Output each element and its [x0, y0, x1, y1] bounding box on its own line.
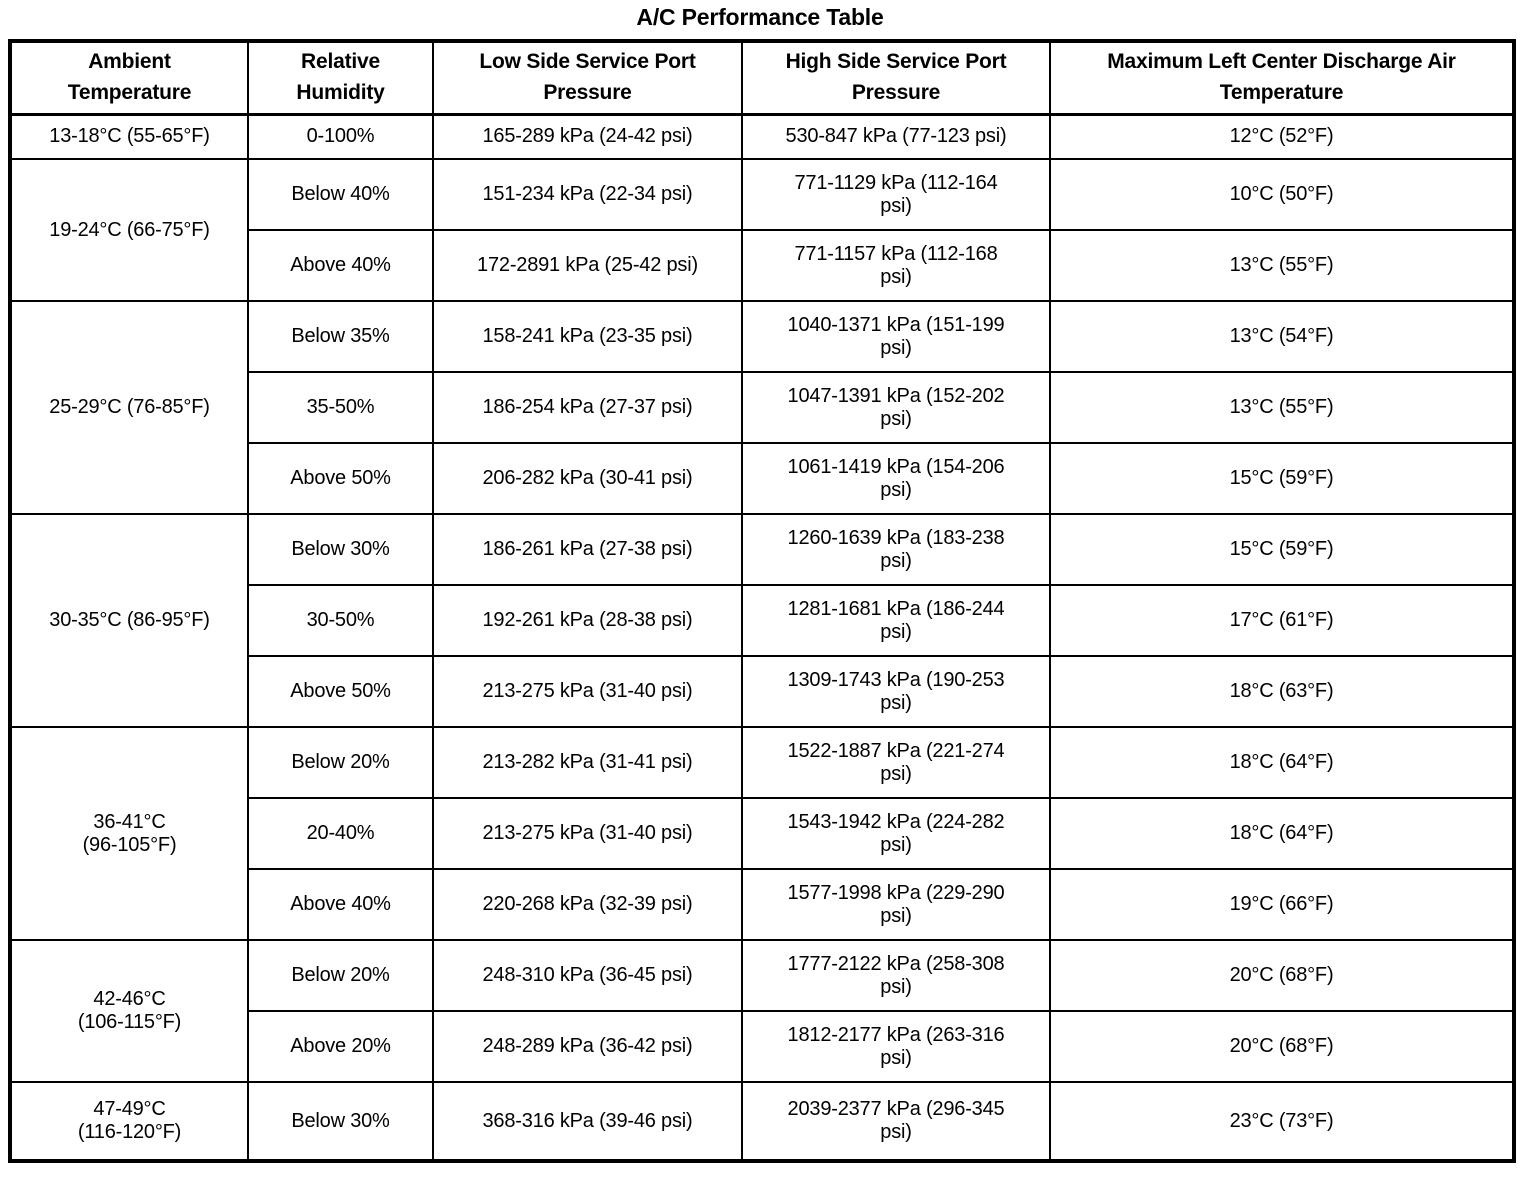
high-pressure-cell: 1260-1639 kPa (183-238 psi) — [741, 513, 1051, 586]
high-pressure-cell: 1281-1681 kPa (186-244 psi) — [741, 584, 1051, 657]
discharge-temp-cell: 15°C (59°F) — [1049, 513, 1515, 586]
low-pressure-cell: 213-275 kPa (31-40 psi) — [432, 797, 743, 870]
col-header-low-side-pressure: Low Side Service Port Pressure — [432, 40, 743, 116]
discharge-temp-cell: 15°C (59°F) — [1049, 442, 1515, 515]
header-row: Ambient Temperature Relative Humidity Lo… — [9, 40, 1515, 116]
table-row: 19-24°C (66-75°F) Below 40% 151-234 kPa … — [9, 158, 1515, 302]
col-header-high-side-pressure: High Side Service Port Pressure — [741, 40, 1051, 116]
high-pressure-cell: 1522-1887 kPa (221-274 psi) — [741, 726, 1051, 799]
high-pressure-cell: 1061-1419 kPa (154-206 psi) — [741, 442, 1051, 515]
table-row: 13-18°C (55-65°F) 0-100% 165-289 kPa (24… — [9, 113, 1515, 160]
col-header-discharge-air-temperature: Maximum Left Center Discharge Air Temper… — [1049, 40, 1515, 116]
discharge-temp-cell: 23°C (73°F) — [1049, 1081, 1515, 1162]
humidity-cell: Above 40% — [247, 868, 434, 941]
discharge-temp-cell: 19°C (66°F) — [1049, 868, 1515, 941]
high-pressure-cell: 530-847 kPa (77-123 psi) — [741, 113, 1051, 160]
table-row: 35-50% 186-254 kPa (27-37 psi) 1047-1391… — [10, 371, 1515, 444]
humidity-cell: 35-50% — [247, 371, 434, 444]
high-pressure-cell: 1543-1942 kPa (224-282 psi) — [741, 797, 1051, 870]
high-pressure-cell: 1047-1391 kPa (152-202 psi) — [741, 371, 1051, 444]
discharge-temp-cell: 18°C (64°F) — [1049, 726, 1515, 799]
humidity-cell: Above 40% — [247, 229, 434, 302]
low-pressure-cell: 151-234 kPa (22-34 psi) — [432, 158, 743, 231]
discharge-temp-cell: 17°C (61°F) — [1049, 584, 1515, 657]
table-row: 42-46°C (106-115°F) Below 20% 248-310 kP… — [9, 939, 1515, 1083]
discharge-temp-cell: 13°C (55°F) — [1049, 371, 1515, 444]
ac-performance-table: Ambient Temperature Relative Humidity Lo… — [8, 39, 1516, 1163]
discharge-temp-cell: 18°C (64°F) — [1049, 797, 1515, 870]
table-row: Above 20% 248-289 kPa (36-42 psi) 1812-2… — [10, 1010, 1515, 1083]
table-row: 47-49°C (116-120°F) Below 30% 368-316 kP… — [9, 1081, 1515, 1162]
table-row: 20-40% 213-275 kPa (31-40 psi) 1543-1942… — [10, 797, 1515, 870]
low-pressure-cell: 213-275 kPa (31-40 psi) — [432, 655, 743, 728]
discharge-temp-cell: 13°C (54°F) — [1049, 300, 1515, 373]
humidity-cell: Above 20% — [247, 1010, 434, 1083]
table-row: Above 50% 213-275 kPa (31-40 psi) 1309-1… — [10, 655, 1515, 728]
high-pressure-cell: 771-1129 kPa (112-164 psi) — [741, 158, 1051, 231]
high-pressure-cell: 2039-2377 kPa (296-345 psi) — [741, 1081, 1051, 1162]
high-pressure-cell: 771-1157 kPa (112-168 psi) — [741, 229, 1051, 302]
high-pressure-cell: 1577-1998 kPa (229-290 psi) — [741, 868, 1051, 941]
discharge-temp-cell: 12°C (52°F) — [1049, 113, 1515, 160]
low-pressure-cell: 186-261 kPa (27-38 psi) — [432, 513, 743, 586]
low-pressure-cell: 172-2891 kPa (25-42 psi) — [432, 229, 743, 302]
ambient-cell: 13-18°C (55-65°F) — [9, 113, 249, 160]
high-pressure-cell: 1309-1743 kPa (190-253 psi) — [741, 655, 1051, 728]
ambient-cell: 25-29°C (76-85°F) — [9, 300, 249, 515]
humidity-cell: 20-40% — [247, 797, 434, 870]
discharge-temp-cell: 13°C (55°F) — [1049, 229, 1515, 302]
low-pressure-cell: 368-316 kPa (39-46 psi) — [432, 1081, 743, 1162]
high-pressure-cell: 1812-2177 kPa (263-316 psi) — [741, 1010, 1051, 1083]
discharge-temp-cell: 20°C (68°F) — [1049, 1010, 1515, 1083]
humidity-cell: Below 30% — [247, 513, 434, 586]
ambient-cell: 30-35°C (86-95°F) — [9, 513, 249, 728]
table-row: 30-35°C (86-95°F) Below 30% 186-261 kPa … — [9, 513, 1515, 728]
table-row: Above 50% 206-282 kPa (30-41 psi) 1061-1… — [10, 442, 1515, 515]
humidity-cell: Above 50% — [247, 442, 434, 515]
col-header-relative-humidity: Relative Humidity — [247, 40, 434, 116]
humidity-cell: Below 40% — [247, 158, 434, 231]
humidity-cell: Below 30% — [247, 1081, 434, 1162]
humidity-cell: Below 20% — [247, 726, 434, 799]
table-row: 36-41°C (96-105°F) Below 20% 213-282 kPa… — [9, 726, 1515, 941]
humidity-cell: Below 20% — [247, 939, 434, 1012]
humidity-cell: 30-50% — [247, 584, 434, 657]
low-pressure-cell: 248-310 kPa (36-45 psi) — [432, 939, 743, 1012]
humidity-cell: Below 35% — [247, 300, 434, 373]
ambient-cell: 36-41°C (96-105°F) — [9, 726, 249, 941]
low-pressure-cell: 220-268 kPa (32-39 psi) — [432, 868, 743, 941]
high-pressure-cell: 1040-1371 kPa (151-199 psi) — [741, 300, 1051, 373]
table-row: 30-50% 192-261 kPa (28-38 psi) 1281-1681… — [10, 584, 1515, 657]
discharge-temp-cell: 18°C (63°F) — [1049, 655, 1515, 728]
low-pressure-cell: 186-254 kPa (27-37 psi) — [432, 371, 743, 444]
col-header-ambient-temperature: Ambient Temperature — [9, 40, 249, 116]
low-pressure-cell: 192-261 kPa (28-38 psi) — [432, 584, 743, 657]
discharge-temp-cell: 10°C (50°F) — [1049, 158, 1515, 231]
low-pressure-cell: 165-289 kPa (24-42 psi) — [432, 113, 743, 160]
table-row: Above 40% 220-268 kPa (32-39 psi) 1577-1… — [10, 868, 1515, 941]
table-row: 25-29°C (76-85°F) Below 35% 158-241 kPa … — [9, 300, 1515, 515]
ambient-cell: 19-24°C (66-75°F) — [9, 158, 249, 302]
high-pressure-cell: 1777-2122 kPa (258-308 psi) — [741, 939, 1051, 1012]
table-row: Above 40% 172-2891 kPa (25-42 psi) 771-1… — [10, 229, 1515, 302]
low-pressure-cell: 248-289 kPa (36-42 psi) — [432, 1010, 743, 1083]
low-pressure-cell: 213-282 kPa (31-41 psi) — [432, 726, 743, 799]
ambient-cell: 47-49°C (116-120°F) — [9, 1081, 249, 1162]
humidity-cell: Above 50% — [247, 655, 434, 728]
page-title: A/C Performance Table — [636, 4, 884, 30]
low-pressure-cell: 158-241 kPa (23-35 psi) — [432, 300, 743, 373]
low-pressure-cell: 206-282 kPa (30-41 psi) — [432, 442, 743, 515]
discharge-temp-cell: 20°C (68°F) — [1049, 939, 1515, 1012]
humidity-cell: 0-100% — [247, 113, 434, 160]
ambient-cell: 42-46°C (106-115°F) — [9, 939, 249, 1083]
